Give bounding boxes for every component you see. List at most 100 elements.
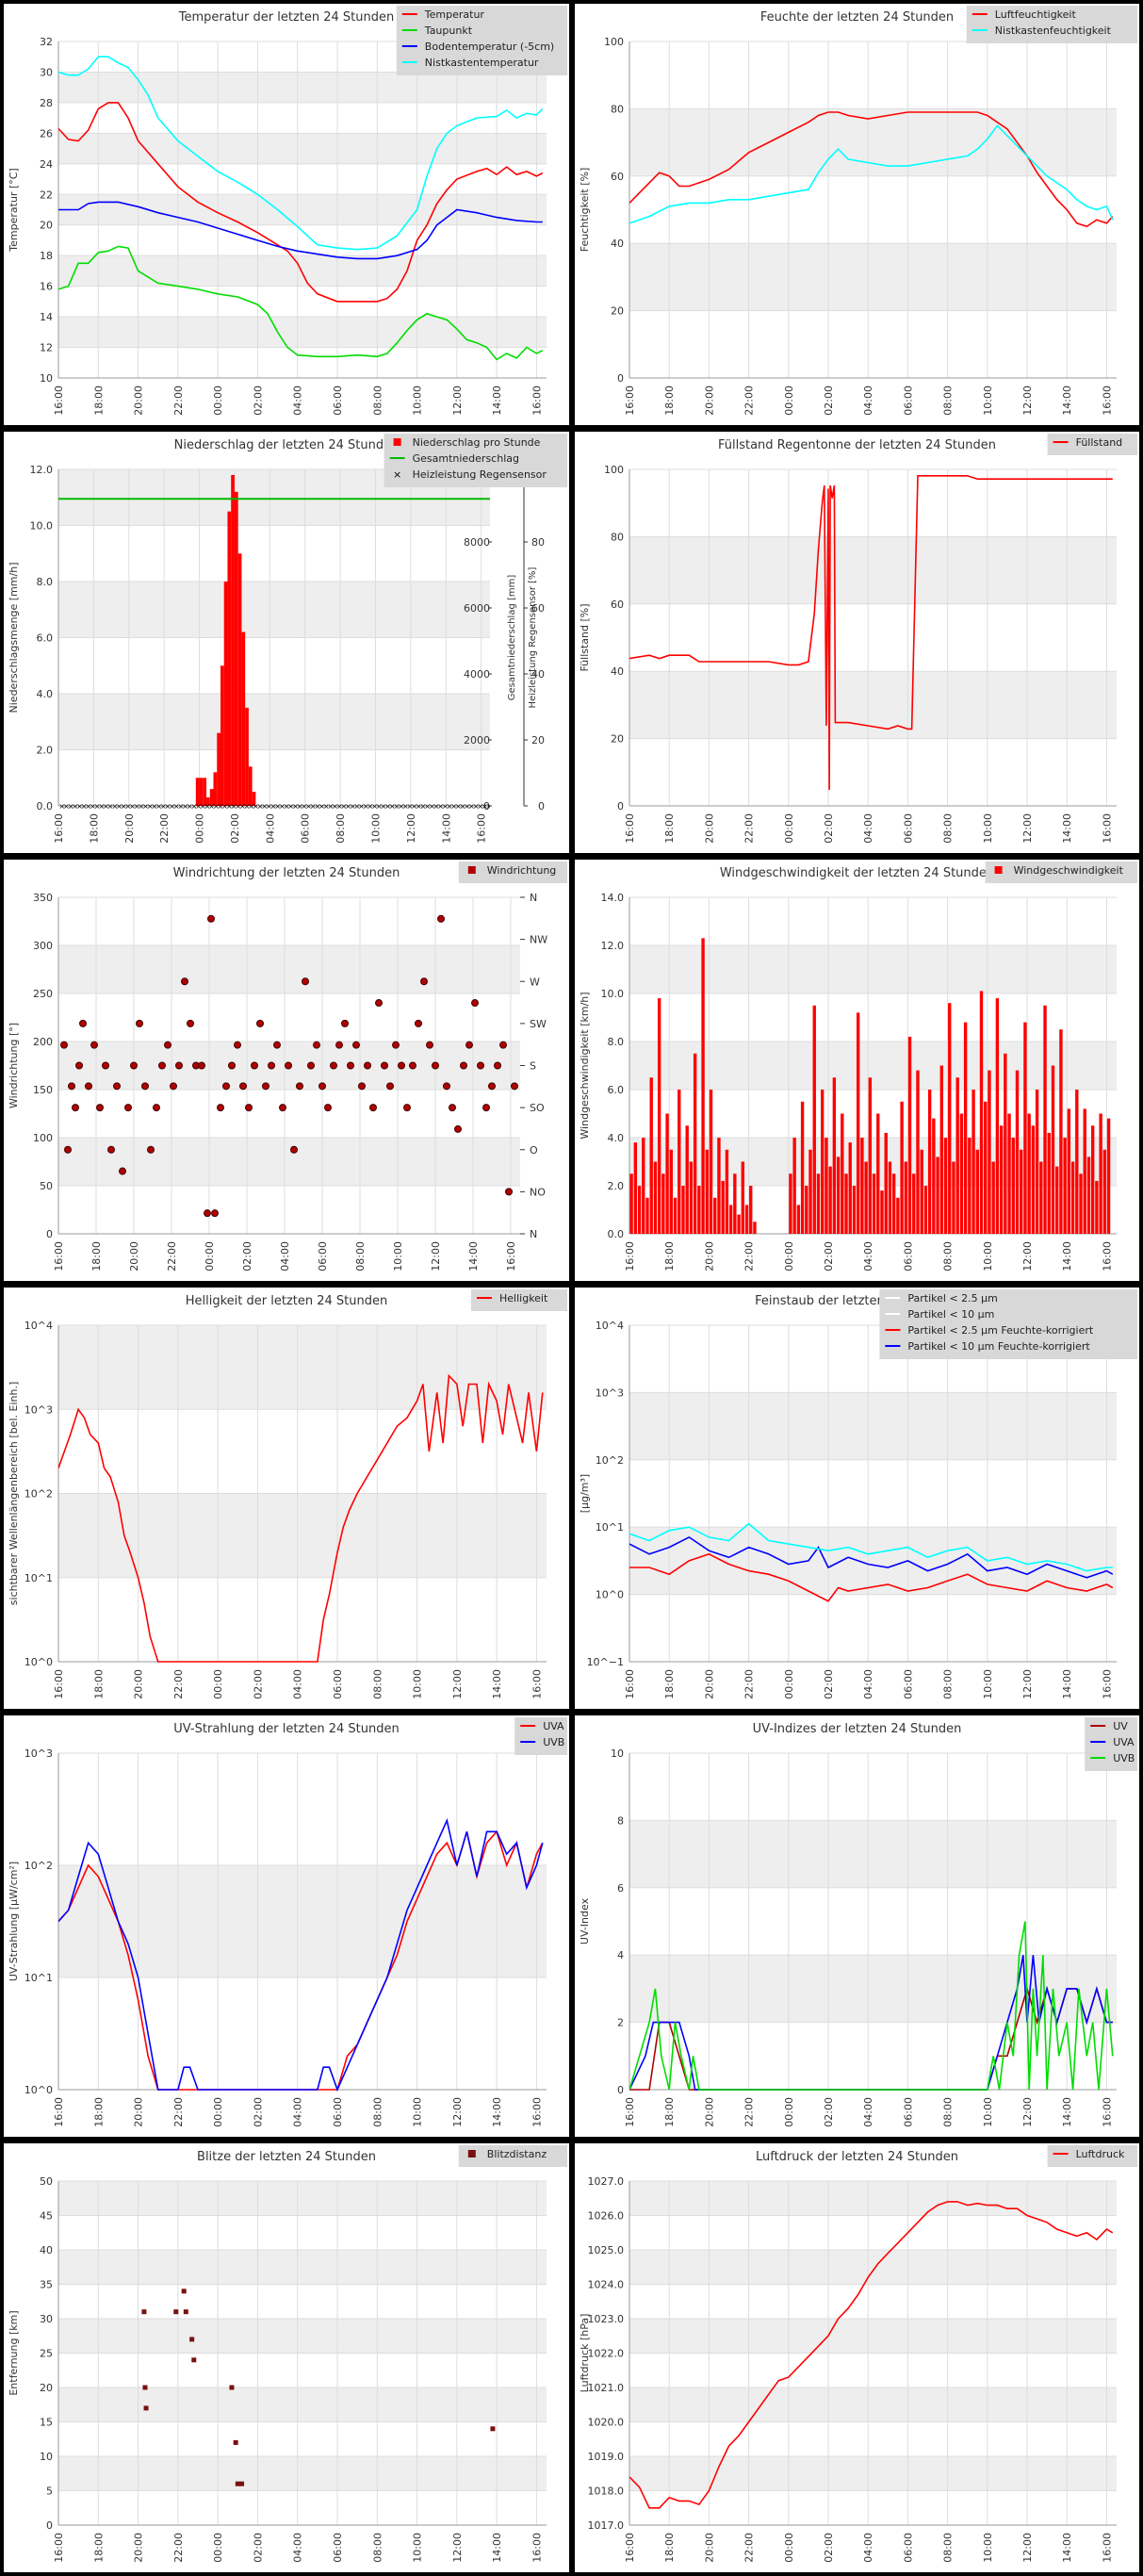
x-tick-label: 04:00 — [264, 813, 276, 844]
heating-point: × — [63, 802, 70, 811]
y-tick-label: 50 — [40, 1180, 53, 1192]
legend-label: Gesamtniederschlag — [413, 452, 519, 465]
grid-band — [58, 72, 547, 103]
lightning-point — [235, 2481, 240, 2486]
compass-label: SW — [530, 1018, 547, 1030]
x-tick-label: 16:00 — [531, 386, 543, 416]
compass-label: NO — [530, 1186, 546, 1198]
heating-point: × — [336, 802, 343, 811]
wind-speed-bar — [891, 1173, 896, 1234]
x-tick-label: 06:00 — [902, 386, 914, 416]
legend-label: UVA — [1113, 1736, 1135, 1748]
wind-speed-bar — [717, 1138, 721, 1234]
wind-speed-bar — [939, 1065, 943, 1234]
heating-point: × — [152, 802, 158, 811]
wind-speed-bar — [744, 1205, 749, 1234]
legend-swatch: × — [393, 468, 401, 481]
heating-point: × — [363, 802, 369, 811]
wind-speed-bar — [1020, 1149, 1023, 1234]
wind-direction-point — [290, 1145, 298, 1154]
y-tick-label: 10^1 — [24, 1972, 53, 1984]
chart-title: UV-Strahlung der letzten 24 Stunden — [173, 1722, 399, 1736]
x-tick-label: 18:00 — [663, 386, 676, 416]
y-tick-label: 8.0 — [608, 1036, 625, 1048]
heating-point: × — [323, 802, 330, 811]
wind-direction-point — [107, 1145, 115, 1154]
grid-band — [58, 945, 520, 993]
wind-speed-bar — [907, 1036, 912, 1234]
wind-direction-point — [158, 1061, 166, 1070]
legend-swatch — [393, 438, 401, 446]
heating-point: × — [402, 802, 409, 811]
y-tick-label: 1019.0 — [588, 2451, 625, 2463]
lightning-point — [233, 2439, 238, 2445]
y-axis-label: Füllstand [%] — [579, 603, 591, 671]
heating-point: × — [226, 802, 233, 811]
x-tick-label: 22:00 — [743, 1669, 756, 1699]
compass-label: SO — [530, 1102, 545, 1114]
heating-point: × — [376, 802, 383, 811]
y-tick-label: 350 — [33, 892, 53, 904]
lightning-point — [490, 2426, 496, 2432]
wind-speed-bar — [999, 1125, 1004, 1234]
wind-speed-bar — [789, 1173, 792, 1234]
rain-bar — [234, 491, 238, 806]
series-line — [58, 245, 544, 361]
wind-direction-point — [392, 1041, 400, 1049]
series-line — [58, 201, 543, 260]
grid-band — [629, 2319, 1117, 2354]
x-tick-label: 06:00 — [332, 1669, 344, 1699]
y-tick-label: 12.0 — [601, 940, 625, 952]
series-line — [58, 1817, 544, 2092]
y-tick-label: 10^4 — [596, 1320, 624, 1332]
plot-area — [58, 56, 544, 361]
x-tick-label: 18:00 — [663, 1669, 676, 1699]
wind-direction-point — [437, 914, 445, 923]
wind-speed-bar — [888, 1161, 892, 1234]
wind-speed-bar — [975, 1149, 979, 1234]
y-tick-label: 10^0 — [24, 1656, 53, 1668]
x-tick-label: 10:00 — [982, 386, 994, 416]
wind-speed-bar — [828, 1166, 832, 1234]
legend-swatch — [467, 2150, 476, 2158]
heating-point: × — [416, 802, 422, 811]
grid-band — [58, 1325, 547, 1410]
x-tick-label: 00:00 — [783, 2097, 795, 2127]
x-tick-label: 00:00 — [194, 813, 206, 844]
x-tick-label: 10:00 — [412, 2533, 424, 2563]
y-tick-label: 40 — [611, 665, 624, 678]
series-line — [629, 124, 1114, 224]
rain-bar — [248, 766, 253, 806]
x-tick-label: 00:00 — [783, 386, 795, 416]
series-line — [629, 475, 1113, 791]
legend-label: Taupunkt — [424, 25, 473, 37]
chart-title: Temperatur der letzten 24 Stunden — [178, 10, 394, 25]
x-tick-label: 14:00 — [491, 386, 503, 416]
wind-direction-point — [494, 1061, 501, 1070]
wind-direction-point — [198, 1061, 205, 1070]
heating-point: × — [394, 802, 400, 811]
legend-label: Windgeschwindigkeit — [1014, 864, 1124, 877]
wind-speed-bar — [1051, 1065, 1055, 1234]
x-tick-label: 06:00 — [902, 1241, 914, 1272]
x-tick-label: 12:00 — [451, 2533, 464, 2563]
wind-speed-bar — [653, 1161, 658, 1234]
y-tick-label: 150 — [33, 1084, 53, 1096]
x-tick-label: 22:00 — [743, 2533, 756, 2563]
x-tick-label: 12:00 — [451, 1669, 464, 1699]
x-tick-label: 18:00 — [92, 1669, 105, 1699]
wind-direction-point — [449, 1104, 456, 1112]
wind-direction-point — [313, 1041, 320, 1049]
wind-speed-bar — [709, 1090, 713, 1234]
x-tick-label: 08:00 — [371, 1669, 384, 1699]
wind-speed-bar — [896, 1197, 900, 1234]
chart-tank: Füllstand Regentonne der letzten 24 Stun… — [575, 432, 1139, 853]
plot-area — [629, 2201, 1114, 2509]
chart-title: Windrichtung der letzten 24 Stunden — [173, 866, 400, 880]
series-line — [58, 56, 544, 251]
heating-point: × — [121, 802, 127, 811]
wind-speed-bar — [737, 1214, 741, 1234]
x-tick-label: 02:00 — [823, 1241, 835, 1272]
x-tick-label: 12:00 — [430, 1241, 442, 1272]
x-tick-label: 14:00 — [1061, 2097, 1073, 2127]
